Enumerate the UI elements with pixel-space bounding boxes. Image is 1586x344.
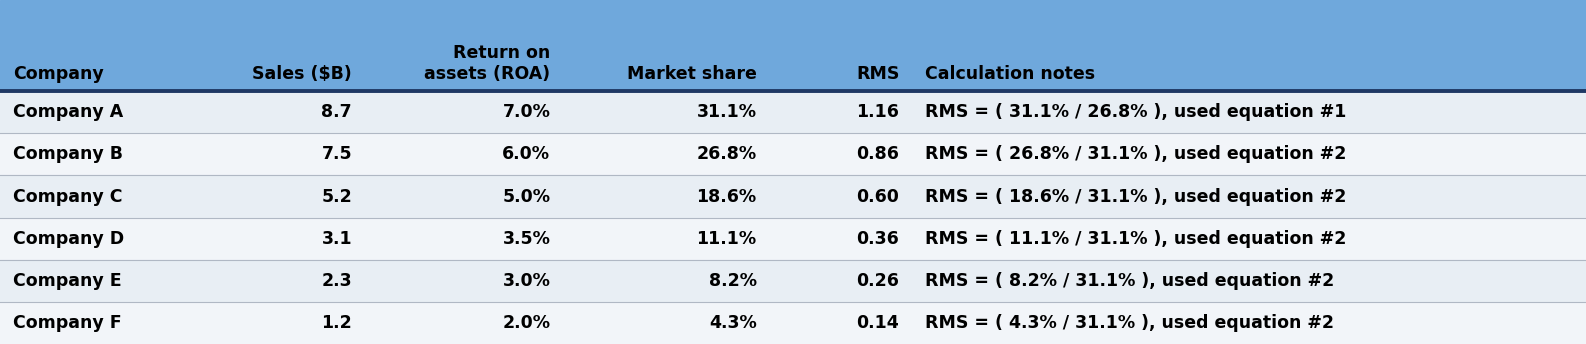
Text: 0.60: 0.60 (856, 187, 899, 205)
Text: 3.5%: 3.5% (503, 230, 550, 248)
Text: 3.0%: 3.0% (503, 272, 550, 290)
Text: 2.3: 2.3 (322, 272, 352, 290)
Text: Company B: Company B (13, 146, 122, 163)
Text: 0.86: 0.86 (856, 146, 899, 163)
Text: 7.0%: 7.0% (503, 103, 550, 121)
Text: Market share: Market share (626, 65, 757, 83)
Text: Company A: Company A (13, 103, 124, 121)
Text: 18.6%: 18.6% (696, 187, 757, 205)
Text: Company F: Company F (13, 314, 121, 332)
Text: Company E: Company E (13, 272, 121, 290)
Text: 8.2%: 8.2% (709, 272, 757, 290)
Text: 26.8%: 26.8% (696, 146, 757, 163)
Text: 7.5: 7.5 (322, 146, 352, 163)
Text: RMS = ( 18.6% / 31.1% ), used equation #2: RMS = ( 18.6% / 31.1% ), used equation #… (925, 187, 1347, 205)
Text: RMS = ( 4.3% / 31.1% ), used equation #2: RMS = ( 4.3% / 31.1% ), used equation #2 (925, 314, 1334, 332)
Bar (0, 91, 1586, 133)
Text: 0.26: 0.26 (856, 272, 899, 290)
Bar (0, 218, 1586, 260)
Text: 8.7: 8.7 (322, 103, 352, 121)
Text: Calculation notes: Calculation notes (925, 65, 1094, 83)
Text: Sales ($B): Sales ($B) (252, 65, 352, 83)
Text: 31.1%: 31.1% (696, 103, 757, 121)
Text: 11.1%: 11.1% (696, 230, 757, 248)
Text: RMS: RMS (856, 65, 899, 83)
Text: RMS = ( 26.8% / 31.1% ), used equation #2: RMS = ( 26.8% / 31.1% ), used equation #… (925, 146, 1347, 163)
Text: 5.0%: 5.0% (503, 187, 550, 205)
Text: RMS = ( 11.1% / 31.1% ), used equation #2: RMS = ( 11.1% / 31.1% ), used equation #… (925, 230, 1347, 248)
Bar (0, 302, 1586, 344)
Text: 1.2: 1.2 (322, 314, 352, 332)
Bar (0, 260, 1586, 302)
Text: Company C: Company C (13, 187, 122, 205)
Bar (0, 133, 1586, 175)
Text: Company: Company (13, 65, 103, 83)
Text: 4.3%: 4.3% (709, 314, 757, 332)
Text: Company D: Company D (13, 230, 124, 248)
Bar (0, 0, 1586, 91)
Text: 3.1: 3.1 (322, 230, 352, 248)
Text: 6.0%: 6.0% (503, 146, 550, 163)
Text: 2.0%: 2.0% (503, 314, 550, 332)
Text: 1.16: 1.16 (856, 103, 899, 121)
Text: RMS = ( 8.2% / 31.1% ), used equation #2: RMS = ( 8.2% / 31.1% ), used equation #2 (925, 272, 1334, 290)
Text: 0.36: 0.36 (856, 230, 899, 248)
Text: RMS = ( 31.1% / 26.8% ), used equation #1: RMS = ( 31.1% / 26.8% ), used equation #… (925, 103, 1347, 121)
Text: 0.14: 0.14 (856, 314, 899, 332)
Text: 5.2: 5.2 (322, 187, 352, 205)
Text: Return on
assets (ROA): Return on assets (ROA) (423, 44, 550, 83)
Bar (0, 175, 1586, 218)
